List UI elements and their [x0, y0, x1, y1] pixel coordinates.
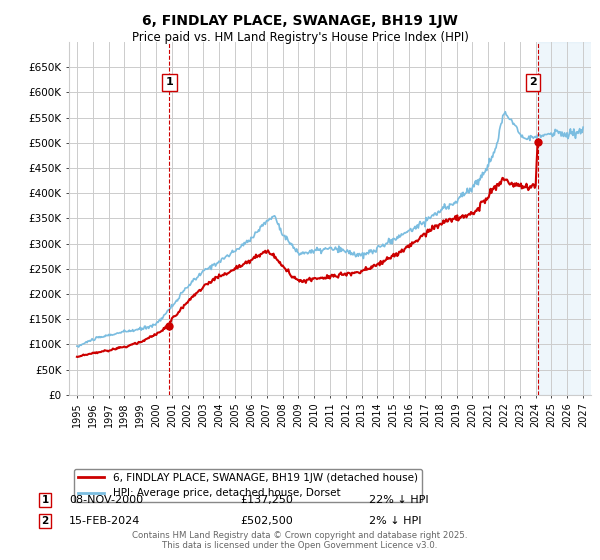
Text: 1: 1 [166, 77, 173, 87]
Text: 2: 2 [41, 516, 49, 526]
Text: 15-FEB-2024: 15-FEB-2024 [69, 516, 140, 526]
Legend: 6, FINDLAY PLACE, SWANAGE, BH19 1JW (detached house), HPI: Average price, detach: 6, FINDLAY PLACE, SWANAGE, BH19 1JW (det… [74, 469, 422, 502]
Text: 2% ↓ HPI: 2% ↓ HPI [369, 516, 421, 526]
Bar [538, 42, 599, 395]
Text: Price paid vs. HM Land Registry's House Price Index (HPI): Price paid vs. HM Land Registry's House … [131, 31, 469, 44]
Text: £502,500: £502,500 [240, 516, 293, 526]
Text: 22% ↓ HPI: 22% ↓ HPI [369, 495, 428, 505]
Text: 08-NOV-2000: 08-NOV-2000 [69, 495, 143, 505]
Text: 1: 1 [41, 495, 49, 505]
Text: 6, FINDLAY PLACE, SWANAGE, BH19 1JW: 6, FINDLAY PLACE, SWANAGE, BH19 1JW [142, 14, 458, 28]
Text: £137,250: £137,250 [240, 495, 293, 505]
Text: Contains HM Land Registry data © Crown copyright and database right 2025.
This d: Contains HM Land Registry data © Crown c… [132, 530, 468, 550]
Text: 2: 2 [529, 77, 536, 87]
